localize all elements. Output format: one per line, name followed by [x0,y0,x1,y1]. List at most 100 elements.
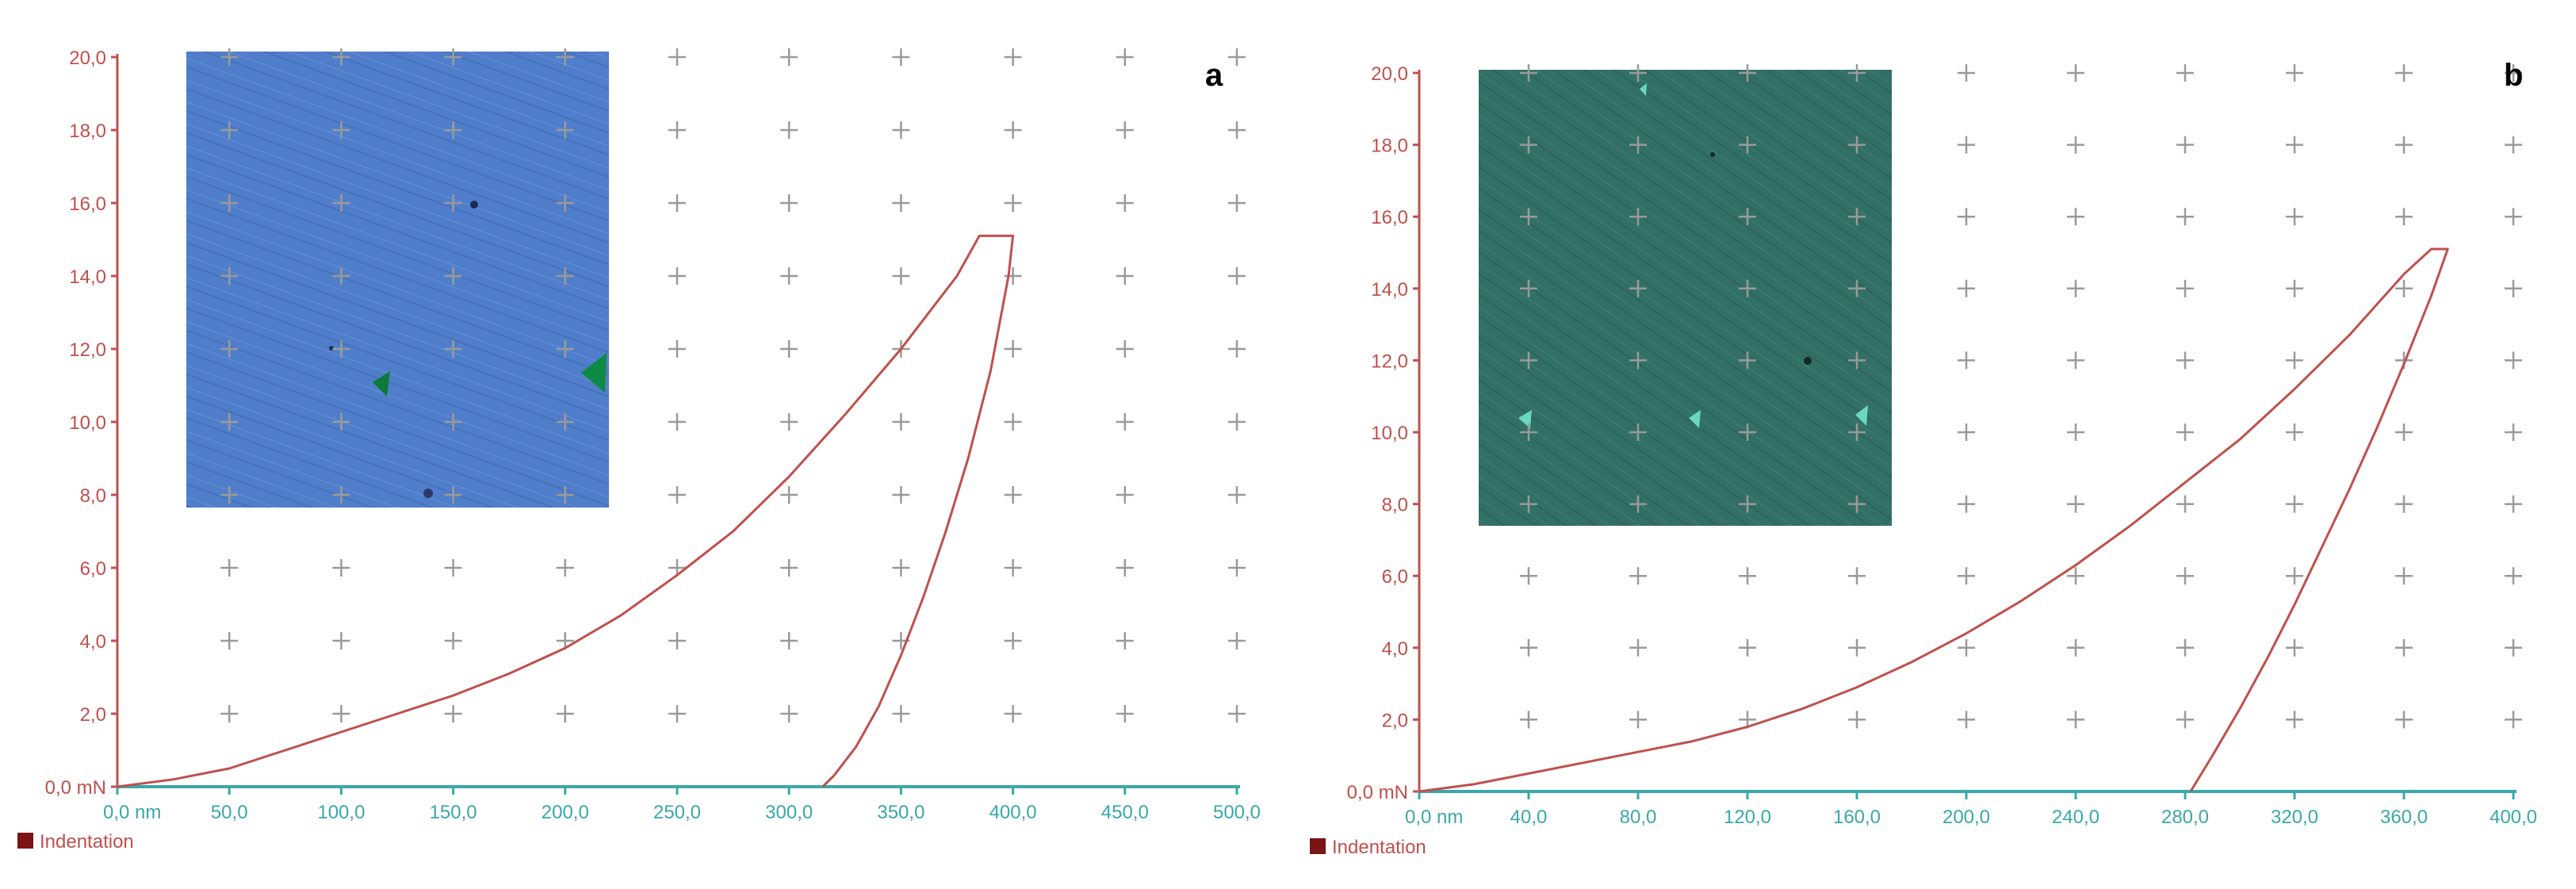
grid-plus-marker [1004,194,1022,212]
grid-plus-marker [1848,495,1866,513]
grid-plus-marker [668,486,686,504]
grid-plus-marker [1004,48,1022,66]
y-tick-label: 14,0 [69,266,106,288]
panel-label-b: b [2504,58,2523,93]
grid-plus-marker [2067,351,2084,370]
grid-plus-marker [668,194,686,212]
grid-plus-marker [1228,340,1246,358]
grid-plus-marker [1739,423,1756,441]
grid-plus-marker [1739,711,1756,729]
grid-plus-marker [1116,632,1134,650]
grid-plus-marker [1228,559,1246,577]
grid-plus-marker [2505,567,2522,585]
grid-plus-marker [1848,638,1866,657]
grid-plus-marker [444,559,462,577]
grid-plus-marker [2505,279,2522,297]
grid-plus-marker [1520,711,1537,729]
series-line-indentation [1418,247,2449,793]
legend-label-a: Indentation [40,831,134,853]
grid-plus-marker [2176,567,2194,585]
grid-plus-marker [2505,495,2522,513]
grid-plus-marker [2176,711,2194,729]
indent-mark [1640,83,1647,96]
y-tick-label: 0,0 mN [1347,782,1408,803]
grid-plus-marker [1629,423,1647,441]
y-tick-label: 20,0 [69,48,106,69]
grid-plus-marker [332,48,350,66]
x-tick-label: 160,0 [1833,807,1881,828]
grid-plus-marker [2286,495,2303,513]
grid-plus-marker [1629,279,1647,297]
y-tick-label: 20,0 [1371,63,1408,85]
x-tick-label: 350,0 [877,802,924,823]
grid-plus-marker [1629,567,1647,585]
y-tick-label: 14,0 [1371,279,1408,301]
grid-plus-marker [556,121,574,139]
grid-plus-marker [2395,208,2413,226]
y-tick-label: 4,0 [80,631,106,653]
grid-plus-marker [444,267,462,285]
grid-plus-marker [2176,136,2194,154]
grid-plus-marker [780,48,798,66]
grid-markers-b [1520,64,2522,729]
grid-plus-marker [780,194,798,212]
grid-plus-marker [1848,64,1866,82]
grid-plus-marker [1848,136,1866,154]
grid-plus-marker [668,267,686,285]
axes-a: 0,0 mN 2,0 4,0 6,0 8,0 10,0 12,0 14,0 16,0 18,0 20… [45,48,1261,823]
grid-plus-marker [1958,64,1975,82]
particle [470,201,478,209]
grid-plus-marker [892,559,910,577]
grid-plus-marker [220,632,239,650]
grid-plus-marker [2395,64,2413,82]
grid-plus-marker [668,48,686,66]
grid-plus-marker [2176,279,2194,297]
grid-plus-marker [332,486,350,504]
grid-plus-marker [780,559,798,577]
grid-plus-marker [220,559,239,577]
y-tick-label: 2,0 [1382,710,1408,731]
grid-plus-marker [1958,711,1975,729]
grid-plus-marker [2505,711,2522,729]
grid-plus-marker [2395,567,2413,585]
micrograph-inset-a [186,52,609,508]
x-tick-label: 200,0 [542,802,589,823]
grid-plus-marker [780,340,798,358]
grid-plus-marker [1848,423,1866,441]
particle [423,489,433,498]
x-tick-label: 280,0 [2161,807,2209,828]
grid-markers-a [220,48,1246,722]
grid-plus-marker [668,340,686,358]
grid-plus-marker [444,413,462,431]
y-tick-label: 6,0 [80,558,106,580]
grid-plus-marker [2067,136,2084,154]
grid-plus-marker [892,486,910,504]
grid-plus-marker [444,486,462,504]
y-tick-label: 18,0 [69,121,106,142]
grid-plus-marker [1520,136,1537,154]
y-tick-label: 8,0 [80,485,106,507]
x-tick-label: 300,0 [765,802,813,823]
grid-plus-marker [1116,48,1134,66]
grid-plus-marker [1848,351,1866,370]
grid-plus-marker [1004,413,1022,431]
grid-plus-marker [1520,64,1537,82]
x-tick-label: 40,0 [1510,807,1548,828]
grid-plus-marker [220,194,239,212]
grid-plus-marker [1520,567,1537,585]
grid-plus-marker [1848,208,1866,226]
grid-plus-marker [1848,279,1866,297]
indent-mark [1689,410,1701,428]
grid-plus-marker [1739,351,1756,370]
grid-plus-marker [2176,64,2194,82]
grid-plus-marker [332,413,350,431]
grid-plus-marker [892,48,910,66]
grid-plus-marker [332,194,350,212]
x-tick-label: 0,0 nm [1405,807,1463,828]
y-tick-label: 16,0 [1371,207,1408,228]
grid-plus-marker [332,705,350,722]
grid-plus-marker [332,121,350,139]
grid-plus-marker [1629,638,1647,657]
grid-plus-marker [1228,486,1246,504]
grid-plus-marker [2286,279,2303,297]
